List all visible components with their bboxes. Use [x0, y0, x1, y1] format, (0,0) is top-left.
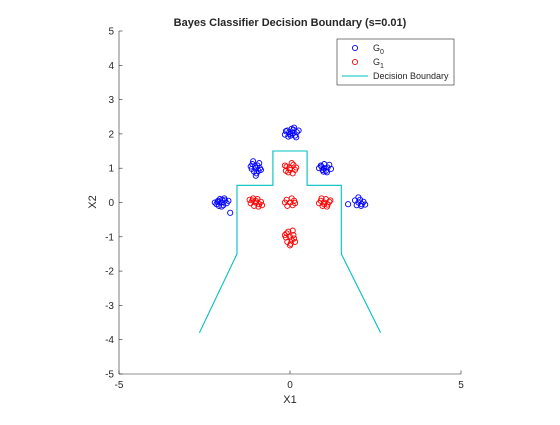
legend-label: Decision Boundary: [373, 71, 449, 81]
g1-point: [292, 200, 299, 207]
g1-point: [281, 232, 288, 239]
g0-point: [252, 172, 259, 179]
g0-point: [218, 203, 225, 210]
g0-point: [353, 202, 360, 209]
g0-point: [227, 209, 234, 216]
g0-point: [327, 165, 335, 172]
g0-point: [215, 202, 222, 209]
g1-point: [283, 230, 290, 237]
legend-label: G0: [373, 43, 384, 56]
g1-point: [281, 199, 288, 206]
y-tick-label: -3: [105, 301, 114, 312]
y-tick-label: 3: [108, 95, 114, 106]
g1-point: [291, 235, 298, 242]
legend-label: G1: [373, 57, 384, 70]
g1-point: [281, 162, 288, 169]
g1-point: [246, 196, 253, 203]
y-tick-label: -2: [105, 267, 114, 278]
g0-point: [253, 170, 260, 177]
y-tick-label: 5: [108, 27, 114, 38]
g1-point: [258, 202, 266, 209]
g0-point: [320, 168, 327, 175]
y-tick-label: 4: [108, 61, 114, 72]
g1-point: [289, 227, 296, 234]
g0-point: [355, 194, 362, 201]
g0-point: [293, 134, 300, 141]
g1-point: [286, 242, 294, 249]
g0-point: [256, 160, 263, 167]
g0-point: [257, 166, 264, 173]
g0-point: [287, 132, 294, 139]
legend-label-subscript: 1: [380, 63, 384, 70]
g0-point: [252, 163, 259, 170]
g1-point: [293, 164, 300, 171]
g0-point: [362, 201, 369, 208]
g0-point: [286, 129, 293, 136]
y-tick-label: 0: [108, 198, 114, 209]
legend-box: [336, 38, 455, 86]
g1-point: [288, 195, 295, 202]
g0-point: [318, 163, 325, 170]
y-tick-label: 2: [108, 129, 114, 140]
g1-point: [255, 203, 262, 210]
g1-point: [327, 197, 334, 204]
g0-point: [247, 163, 254, 170]
axes: -5 0 5 5 4 3 2 1 0 -1 -2 -3 -4 -5: [105, 27, 464, 392]
g1-point: [288, 160, 295, 167]
g0-point: [291, 124, 298, 131]
g0-point: [250, 158, 257, 165]
g0-point: [219, 196, 226, 203]
legend-marker: [351, 44, 359, 52]
x-tick-label: 5: [458, 380, 464, 391]
decision-boundary-line: [198, 150, 382, 334]
x-tick-label: 0: [287, 380, 293, 391]
g0-point: [284, 127, 291, 134]
g1-point: [247, 200, 254, 207]
legend-label-subscript: 0: [380, 49, 384, 56]
chart-title: Bayes Classifier Decision Boundary (s=0.…: [174, 17, 407, 29]
y-axis-label: X2: [87, 195, 99, 208]
g1-point: [292, 238, 299, 245]
y-tick-label: 1: [108, 164, 114, 175]
y-tick-label: -4: [105, 335, 114, 346]
g0-point: [358, 202, 365, 209]
x-axis-label: X1: [283, 394, 296, 406]
g0-point: [323, 169, 330, 176]
g1-point: [321, 201, 328, 208]
y-tick-label: -1: [105, 232, 114, 243]
g0-point: [211, 199, 218, 206]
g0-point: [322, 167, 329, 174]
plot-area: [198, 124, 382, 334]
g1-point: [285, 228, 292, 235]
g1-point: [289, 170, 296, 177]
y-tick-label: -5: [105, 370, 114, 381]
g1-point: [318, 195, 325, 202]
g1-point: [326, 198, 333, 205]
g1-point: [252, 197, 259, 204]
legend-marker: [351, 58, 359, 66]
g0-point: [345, 201, 352, 208]
g0-point: [225, 197, 232, 204]
x-tick-label: -5: [115, 380, 124, 391]
g0-point: [295, 127, 302, 134]
